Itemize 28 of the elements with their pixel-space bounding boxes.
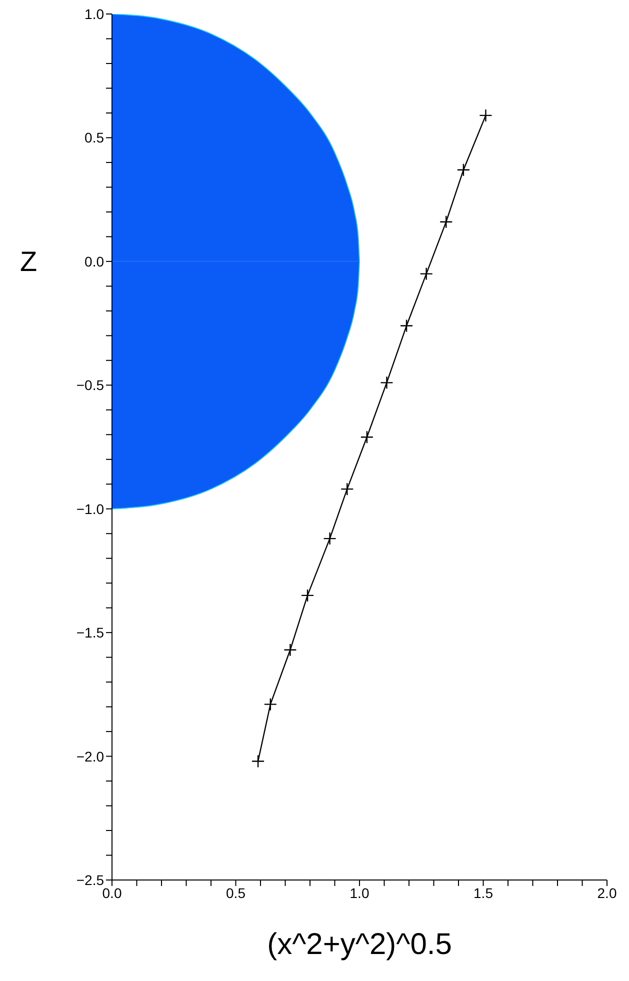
y-tick-label: −0.5 bbox=[76, 377, 104, 394]
point bbox=[284, 643, 297, 656]
point bbox=[340, 482, 354, 496]
point bbox=[479, 108, 492, 122]
point bbox=[420, 267, 433, 280]
y-tick-label: 0.0 bbox=[84, 253, 104, 270]
x-tick-label: 0.5 bbox=[226, 884, 246, 901]
x-tick-label: 1.0 bbox=[350, 884, 370, 901]
x-tick-label: 2.0 bbox=[597, 884, 617, 901]
point bbox=[264, 698, 277, 711]
y-tick-label: −2.5 bbox=[76, 872, 104, 888]
y-axis-title: Z bbox=[20, 246, 38, 278]
point bbox=[300, 588, 314, 602]
point bbox=[323, 532, 336, 546]
point bbox=[360, 430, 374, 444]
x-tick-label: 0.0 bbox=[102, 884, 122, 901]
point bbox=[400, 319, 414, 332]
point bbox=[440, 215, 453, 228]
y-tick-label: −1.5 bbox=[76, 624, 104, 641]
y-tick-label: 0.5 bbox=[84, 130, 104, 146]
point bbox=[251, 754, 265, 768]
y-tick-label: −1.0 bbox=[76, 500, 104, 517]
x-axis-title: (x^2+y^2)^0.5 bbox=[266, 928, 453, 962]
x-tick-label: 1.5 bbox=[474, 884, 494, 901]
point bbox=[380, 376, 394, 390]
y-tick-label: 1.0 bbox=[84, 6, 104, 22]
y-tick-label: −2.0 bbox=[76, 748, 104, 764]
point bbox=[456, 163, 470, 176]
